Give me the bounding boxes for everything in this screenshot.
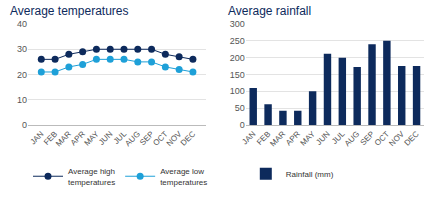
svg-text:250: 250	[230, 36, 245, 46]
svg-text:Average hightemperatures: Average hightemperatures	[68, 167, 115, 186]
svg-text:OCT: OCT	[151, 129, 169, 147]
svg-text:JAN: JAN	[240, 129, 257, 146]
svg-text:AUG: AUG	[123, 129, 142, 148]
svg-text:MAR: MAR	[268, 129, 287, 148]
svg-text:DEC: DEC	[179, 129, 197, 147]
svg-text:100: 100	[230, 86, 245, 96]
svg-text:150: 150	[230, 70, 245, 80]
svg-text:SEP: SEP	[359, 129, 377, 147]
svg-text:SEP: SEP	[138, 129, 156, 147]
svg-text:NOV: NOV	[387, 129, 406, 148]
svg-text:APR: APR	[69, 129, 87, 147]
svg-text:30: 30	[17, 44, 27, 54]
svg-text:20: 20	[17, 70, 27, 80]
svg-text:Average rainfall: Average rainfall	[228, 4, 311, 18]
svg-text:50: 50	[235, 103, 245, 113]
svg-text:JAN: JAN	[28, 129, 45, 146]
svg-text:AUG: AUG	[343, 129, 362, 148]
svg-text:Average temperatures: Average temperatures	[10, 4, 129, 18]
svg-text:JUL: JUL	[330, 129, 347, 146]
svg-text:Rainfall (mm): Rainfall (mm)	[286, 170, 334, 179]
svg-text:0: 0	[22, 120, 27, 130]
svg-text:MAR: MAR	[54, 129, 73, 148]
svg-text:10: 10	[17, 95, 27, 105]
svg-text:300: 300	[230, 19, 245, 29]
svg-text:JUL: JUL	[112, 129, 129, 146]
svg-text:OCT: OCT	[373, 129, 391, 147]
svg-text:MAY: MAY	[82, 129, 101, 148]
svg-text:40: 40	[17, 19, 27, 29]
svg-text:DEC: DEC	[403, 129, 421, 147]
svg-text:APR: APR	[284, 129, 302, 147]
svg-text:MAY: MAY	[299, 129, 318, 148]
svg-text:FEB: FEB	[255, 129, 272, 146]
svg-text:JUN: JUN	[314, 129, 332, 147]
svg-text:0: 0	[240, 120, 245, 130]
svg-text:FEB: FEB	[42, 129, 59, 146]
svg-text:NOV: NOV	[165, 129, 184, 148]
svg-text:200: 200	[230, 53, 245, 63]
svg-text:JUN: JUN	[97, 129, 115, 147]
svg-text:Average lowtemperatures: Average lowtemperatures	[160, 167, 207, 186]
